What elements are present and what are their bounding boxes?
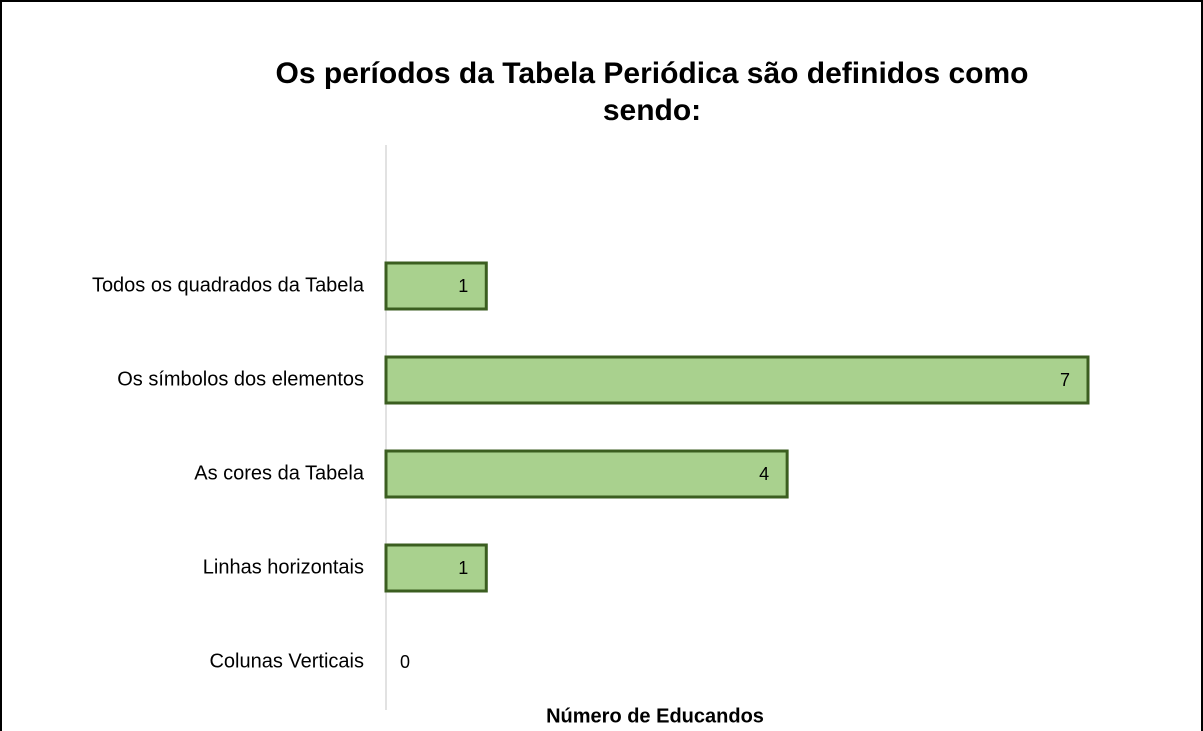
value-label: 0	[400, 652, 410, 672]
x-axis-label: Número de Educandos	[546, 705, 764, 727]
chart-title: Os períodos da Tabela Periódica são defi…	[276, 57, 1029, 127]
value-label: 7	[1060, 370, 1070, 390]
y-tick-label: Os símbolos dos elementos	[117, 368, 364, 390]
y-tick-label: Colunas Verticais	[209, 650, 364, 672]
bar	[384, 355, 1090, 405]
bar	[384, 261, 488, 311]
y-tick-label: Todos os quadrados da Tabela	[92, 274, 365, 296]
bar	[384, 449, 789, 499]
value-label: 1	[458, 558, 468, 578]
bar	[384, 543, 488, 593]
y-tick-label: As cores da Tabela	[194, 462, 365, 484]
value-label: 1	[458, 276, 468, 296]
value-label: 4	[759, 464, 769, 484]
y-tick-label: Linhas horizontais	[203, 556, 364, 578]
